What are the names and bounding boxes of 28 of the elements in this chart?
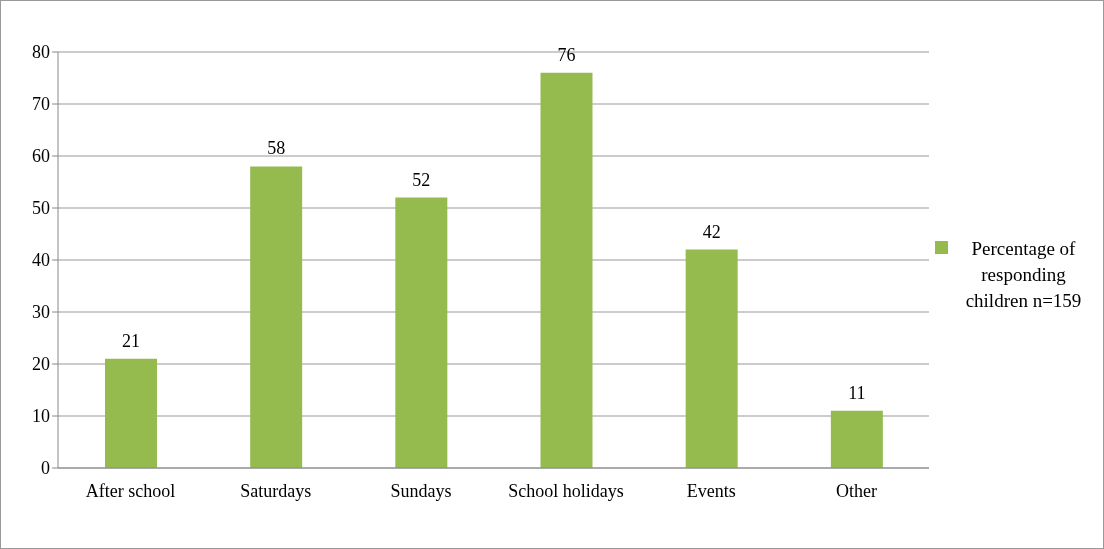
y-tick-label: 60: [32, 146, 50, 167]
y-tick-label: 10: [32, 406, 50, 427]
bar: [685, 249, 738, 468]
bar: [395, 197, 448, 468]
data-label: 11: [848, 382, 866, 403]
data-label: 58: [267, 138, 286, 159]
bar: [540, 72, 593, 468]
y-tick-label: 80: [32, 42, 50, 63]
y-tick-label: 40: [32, 250, 50, 271]
bar: [830, 410, 883, 468]
bar: [250, 166, 303, 468]
x-tick-label: Other: [835, 480, 877, 501]
y-tick-label: 0: [41, 458, 50, 479]
y-tick-label: 70: [32, 94, 50, 115]
data-label: 21: [122, 330, 140, 351]
data-label: 42: [702, 221, 721, 242]
x-tick-label: After school: [85, 480, 176, 501]
x-tick-label: Saturdays: [240, 480, 312, 501]
x-tick-label: School holidays: [508, 480, 624, 501]
y-tick-label: 50: [32, 198, 50, 219]
y-tick-label: 30: [32, 302, 50, 323]
data-label: 52: [412, 169, 431, 190]
data-label: 76: [557, 44, 576, 65]
bar: [105, 358, 157, 468]
legend-label: Percentage of responding children n=159: [964, 236, 1083, 313]
x-tick-label: Events: [686, 480, 736, 501]
y-tick-label: 20: [32, 354, 50, 375]
x-tick-label: Sundays: [390, 480, 452, 501]
